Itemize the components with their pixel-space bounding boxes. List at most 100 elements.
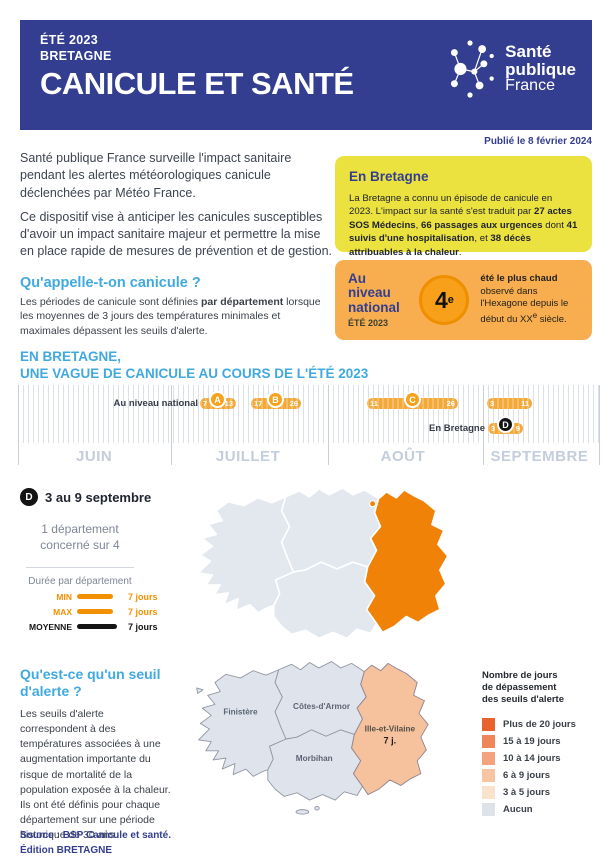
episode-B-end-day: 26	[289, 399, 298, 408]
timeline-heading-line1: EN BRETAGNE,	[20, 349, 122, 364]
departments-concerned: 1 département concerné sur 4	[20, 522, 140, 554]
alert-body-text: Les seuils d'alerte correspondent à des …	[20, 708, 171, 842]
legend-item: 3 à 5 jours	[482, 786, 604, 800]
map-ille-et-vilaine	[351, 662, 429, 796]
map-island	[295, 809, 310, 815]
divider	[26, 566, 134, 568]
bretagne-box-title: En Bretagne	[349, 169, 429, 184]
source-note: Source : BSP Canicule et santé. Édition …	[20, 828, 171, 858]
legend-label: Plus de 20 jours	[503, 719, 576, 731]
national-box-subtitle: ÉTÉ 2023	[348, 318, 389, 329]
legend-items: Plus de 20 jours 15 à 19 jours 10 à 14 j…	[482, 718, 604, 817]
legend-item: 10 à 14 jours	[482, 752, 604, 766]
duration-label: Durée par département	[28, 575, 132, 587]
heatwave-timeline: JUIN JUILLET AOÛT SEPTEMBRE Au niveau na…	[15, 385, 600, 473]
label-ille-days: 7 j.	[384, 736, 397, 746]
month-separator	[483, 385, 484, 465]
episode-C-end-day: 26	[446, 399, 455, 408]
alert-threshold-section: Qu'est-ce qu'un seuil d'alerte ? Les seu…	[20, 666, 172, 843]
national-row-label: Au niveau national	[113, 398, 198, 409]
logo-line-france: France	[505, 77, 555, 95]
label-ille-et-vilaine: Ille-et-Vilaine	[365, 725, 416, 734]
map-exclave-dot	[369, 500, 377, 508]
legend-swatch	[482, 735, 495, 749]
definition-text: Les périodes de canicule sont définies p…	[20, 295, 321, 338]
legend-swatch	[482, 803, 495, 817]
bretagne-map-episode	[197, 487, 449, 640]
source-line2: Édition BRETAGNE	[20, 845, 113, 856]
duration-min-label: MIN	[56, 591, 72, 602]
duration-min-value: 7 jours	[128, 591, 158, 602]
rank-ordinal-suffix: e	[447, 294, 454, 306]
map-legend: Nombre de jours de dépassement des seuil…	[482, 670, 604, 820]
alert-heading: Qu'est-ce qu'un seuil d'alerte ?	[20, 666, 172, 700]
bretagne-map-departments: Finistère Côtes-d'Armor Morbihan Ille-et…	[196, 661, 429, 815]
episode-A-end-day: 13	[224, 399, 233, 408]
definition-heading: Qu'appelle-t-on canicule ?	[20, 274, 201, 291]
legend-title-line2: de dépassement	[482, 682, 557, 694]
label-finistere: Finistère	[223, 707, 258, 716]
label-cotes-darmor: Côtes-d'Armor	[293, 702, 351, 711]
logo-line-sante: Santé	[505, 41, 552, 61]
intro-section: Santé publique France surveille l'impact…	[20, 150, 332, 339]
map-cotes-darmor	[274, 661, 367, 740]
legend-label: Aucun	[503, 804, 533, 816]
map-island-west	[196, 687, 204, 694]
episode-D-badge: D	[497, 416, 514, 433]
duration-rows: MIN 7 jours MAX 7 jours MOYENNE 7 jours	[20, 592, 170, 632]
month-separator	[171, 385, 172, 465]
map-cotes-darmor	[280, 487, 382, 573]
episode-B-start-day: 17	[254, 399, 263, 408]
duration-max-bar	[77, 609, 113, 615]
episode-d-detail: D 3 au 9 septembre 1 département concern…	[20, 488, 170, 632]
bretagne-summary-box: En Bretagne La Bretagne a connu un épiso…	[335, 156, 592, 258]
legend-swatch	[482, 769, 495, 783]
timeline-heading-line2: UNE VAGUE DE CANICULE AU COURS DE L'ÉTÉ …	[20, 366, 369, 382]
episode-d-letter-badge: D	[20, 488, 38, 506]
departments-concerned-line2: concerné sur 4	[40, 537, 120, 552]
legend-title: Nombre de jours de dépassement des seuil…	[482, 670, 604, 706]
source-line1: Source : BSP Canicule et santé.	[20, 830, 171, 841]
month-label-juin: JUIN	[76, 448, 113, 465]
header-band: ÉTÉ 2023 BRETAGNE CANICULE ET SANTÉ	[20, 20, 592, 130]
duration-moyenne-value: 7 jours	[128, 621, 158, 632]
legend-label: 10 à 14 jours	[503, 753, 561, 765]
map-ille-et-vilaine-highlight	[363, 489, 449, 634]
episode-D-start-day: 3	[491, 424, 496, 433]
episode-sep-start-day: 3	[490, 399, 495, 408]
departments-concerned-line1: 1 département	[41, 522, 119, 536]
episode-A-badge: A	[209, 391, 226, 408]
label-morbihan: Morbihan	[296, 754, 333, 763]
timeline-day-ticks	[18, 385, 599, 443]
episode-A-start-day: 7	[203, 399, 208, 408]
map-morbihan	[272, 561, 378, 640]
alert-heading-line2: d'alerte ?	[20, 683, 82, 700]
month-label-aout: AOÛT	[380, 448, 426, 465]
month-separator	[599, 385, 600, 465]
timeline-heading: EN BRETAGNE, UNE VAGUE DE CANICULE AU CO…	[20, 348, 368, 383]
duration-row-max: MAX 7 jours	[20, 607, 170, 617]
episode-C-start-day: 11	[370, 399, 378, 408]
legend-title-line1: Nombre de jours	[482, 670, 558, 681]
month-label-septembre: SEPTEMBRE	[490, 448, 589, 465]
episode-bar-september-national: 3 11	[487, 398, 532, 409]
legend-title-line3: des seuils d'alerte	[482, 694, 564, 706]
alert-heading-line1: Qu'est-ce qu'un seuil	[20, 666, 161, 682]
episode-sep-end-day: 11	[521, 399, 529, 408]
duration-row-moyenne: MOYENNE 7 jours	[20, 622, 170, 632]
legend-item: 6 à 9 jours	[482, 769, 604, 783]
duration-max-value: 7 jours	[128, 606, 158, 617]
legend-label: 6 à 9 jours	[503, 770, 550, 782]
legend-item: 15 à 19 jours	[482, 735, 604, 749]
month-label-juillet: JUILLET	[215, 448, 281, 465]
duration-moyenne-label: MOYENNE	[29, 621, 72, 632]
episode-D-end-day: 9	[515, 424, 520, 433]
legend-item: Plus de 20 jours	[482, 718, 604, 732]
intro-paragraph-2: Ce dispositif vise à anticiper les canic…	[20, 209, 333, 259]
episode-d-dates: 3 au 9 septembre	[45, 489, 152, 505]
intro-paragraph-1: Santé publique France surveille l'impact…	[20, 151, 292, 200]
legend-item: Aucun	[482, 803, 604, 817]
